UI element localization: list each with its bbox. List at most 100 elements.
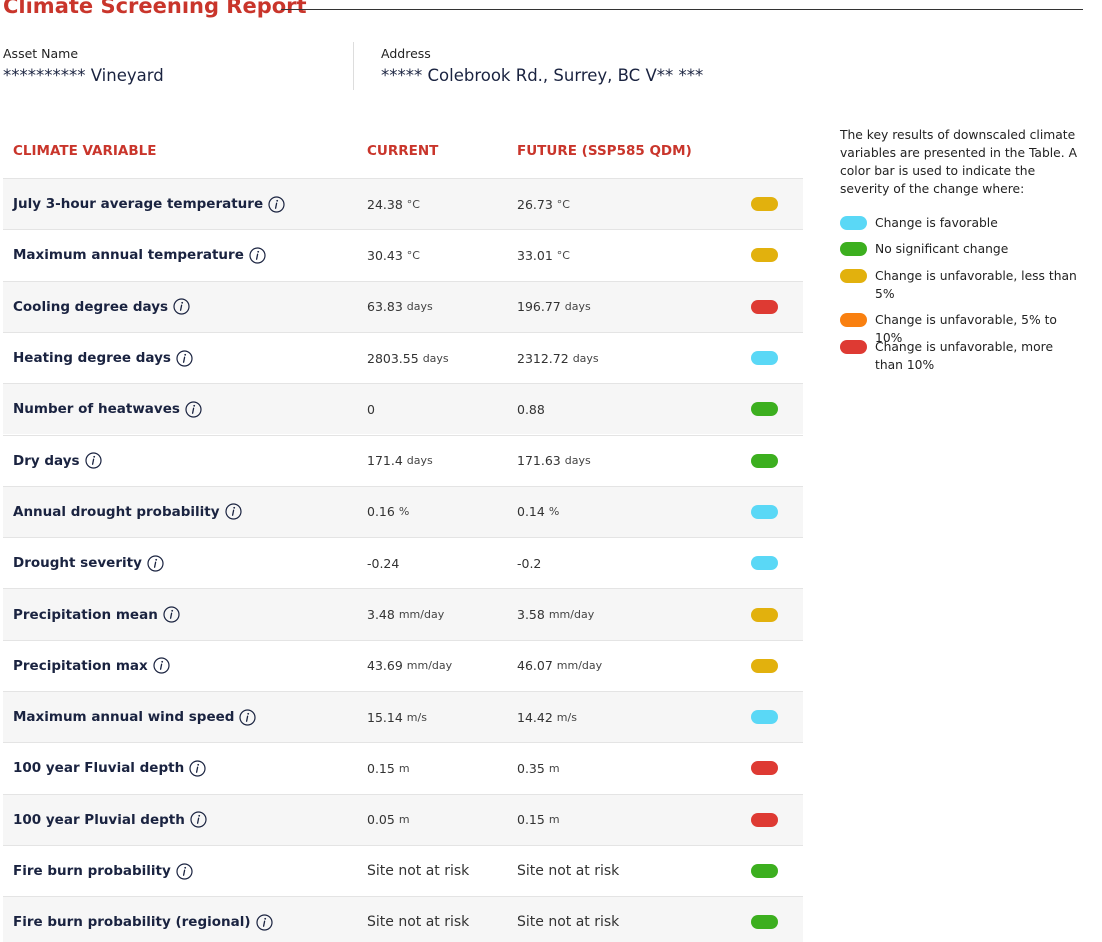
unit: m/s <box>406 710 427 724</box>
variable-name: 100 year Pluvial depth <box>13 795 207 845</box>
info-icon[interactable] <box>147 555 164 572</box>
info-icon[interactable] <box>163 606 180 623</box>
info-icon[interactable] <box>176 862 193 880</box>
value: 171.4 <box>367 453 403 469</box>
severity-pill <box>751 556 778 571</box>
info-icon[interactable] <box>189 760 206 777</box>
variable-name: 100 year Fluvial depth <box>13 743 206 793</box>
current-value: Site not at risk <box>367 897 469 942</box>
current-value: 171.4 days <box>367 436 433 486</box>
table-row: Annual drought probability 0.16% 0.14% <box>3 485 803 538</box>
table-row: Number of heatwaves 0 0.88 <box>3 383 803 435</box>
unit: % <box>398 505 410 519</box>
unit: m <box>548 761 560 775</box>
variable-label: 100 year Pluvial depth <box>13 811 185 828</box>
table-row: Precipitation mean 3.48 mm/day 3.58 mm/day <box>3 588 803 640</box>
current-value: Site not at risk <box>367 846 469 896</box>
info-icon[interactable] <box>185 401 202 418</box>
unit: °C <box>406 248 420 262</box>
info-icon[interactable] <box>268 196 285 213</box>
future-value: 14.42 m/s <box>517 692 577 742</box>
info-icon[interactable] <box>176 349 193 367</box>
value: Site not at risk <box>517 863 620 880</box>
current-value: 0.16% <box>367 487 409 537</box>
variable-name: July 3-hour average temperature <box>13 179 285 229</box>
variable-label: 100 year Fluvial depth <box>13 760 185 777</box>
value: 0 <box>367 401 375 417</box>
value: -0.24 <box>367 555 400 571</box>
unit: m/s <box>556 710 577 724</box>
legend-label: Change is unfavorable, less than 5% <box>875 269 1077 301</box>
variable-label: Number of heatwaves <box>13 401 180 418</box>
severity-pill <box>751 658 778 673</box>
severity-pill <box>751 504 778 519</box>
variable-name: Maximum annual wind speed <box>13 692 257 742</box>
variable-label: Dry days <box>13 452 80 469</box>
info-icon[interactable] <box>224 503 242 521</box>
legend-intro: The key results of downscaled climate va… <box>840 128 1077 196</box>
info-icon[interactable] <box>173 298 190 315</box>
severity-pill <box>751 453 778 468</box>
variable-label: Maximum annual temperature <box>13 247 244 264</box>
variable-label: Annual drought probability <box>13 503 220 520</box>
current-value: -0.24 <box>367 538 399 588</box>
variable-name: Dry days <box>13 436 102 486</box>
info-icon[interactable] <box>249 247 266 264</box>
unit: m <box>398 813 410 827</box>
variable-label: Drought severity <box>13 555 142 572</box>
table-row: Heating degree days 2803.55 days 2312.72 day… <box>3 331 803 383</box>
severity-pill <box>751 607 778 622</box>
value: 0.05 <box>367 812 395 828</box>
value: 26.73 <box>517 196 553 212</box>
info-icon[interactable] <box>153 657 170 674</box>
table-row: 100 year Fluvial depth 0.15 m 0.35 m <box>3 742 803 793</box>
future-value: 33.01 °C <box>517 230 570 280</box>
current-value: 0 <box>367 384 375 434</box>
variable-label: Cooling degree days <box>13 298 169 315</box>
future-value: 0.35 m <box>517 743 560 793</box>
unit: % <box>548 505 560 519</box>
asset-value: ********** Vineyard <box>3 66 164 85</box>
info-icon[interactable] <box>190 811 207 828</box>
unit: °C <box>406 197 420 211</box>
value: 15.14 <box>367 709 403 725</box>
variable-label: Fire burn probability <box>13 863 171 880</box>
table-row: Dry days 171.4 days 171.63 days <box>3 434 803 486</box>
current-value: 3.48 mm/day <box>367 589 444 639</box>
address-label: Address <box>381 46 431 61</box>
unit: °C <box>556 248 570 262</box>
future-value: -0.2 <box>517 538 541 588</box>
value: 33.01 <box>517 247 553 263</box>
future-value: 46.07 mm/day <box>517 641 602 691</box>
info-icon[interactable] <box>239 709 257 726</box>
value: 3.58 <box>517 607 545 623</box>
legend-label: Change is unfavorable, 5% to 10% <box>875 313 1057 345</box>
future-value: 0.14% <box>517 487 559 537</box>
info-icon[interactable] <box>84 452 102 469</box>
legend-label: No significant change <box>875 242 1009 256</box>
value: Site not at risk <box>367 863 470 880</box>
current-value: 0.15 m <box>367 743 410 793</box>
value: 0.14 <box>517 504 545 520</box>
future-value: 3.58 mm/day <box>517 589 594 639</box>
legend-label: Change is unfavorable, more than 10% <box>875 340 1054 372</box>
severity-pill <box>751 710 778 725</box>
info-icon[interactable] <box>255 914 273 931</box>
value: 2803.55 <box>367 350 419 366</box>
value: 171.63 <box>517 453 561 469</box>
table-row: Maximum annual wind speed 15.14 m/s 14.42 m/… <box>3 691 803 743</box>
variable-name: Precipitation max <box>13 641 170 691</box>
table-row: Maximum annual temperature 30.43 °C 33.01 °C <box>3 229 803 280</box>
climate-table: CLIMATE VARIABLE CURRENT FUTURE (SSP585 … <box>3 130 803 942</box>
table-row: 100 year Pluvial depth 0.05 m 0.15 m <box>3 793 803 845</box>
unit: days <box>564 300 591 314</box>
current-value: 30.43 °C <box>367 230 420 280</box>
divider <box>353 42 354 90</box>
table-row: Fire burn probability (regional) Site not… <box>3 896 803 942</box>
unit: mm/day <box>548 608 595 622</box>
value: 0.15 <box>517 812 545 828</box>
unit: m <box>548 813 560 827</box>
variable-label: July 3-hour average temperature <box>13 196 264 213</box>
severity-pill <box>751 299 778 314</box>
column-header: CLIMATE VARIABLE <box>13 143 157 159</box>
